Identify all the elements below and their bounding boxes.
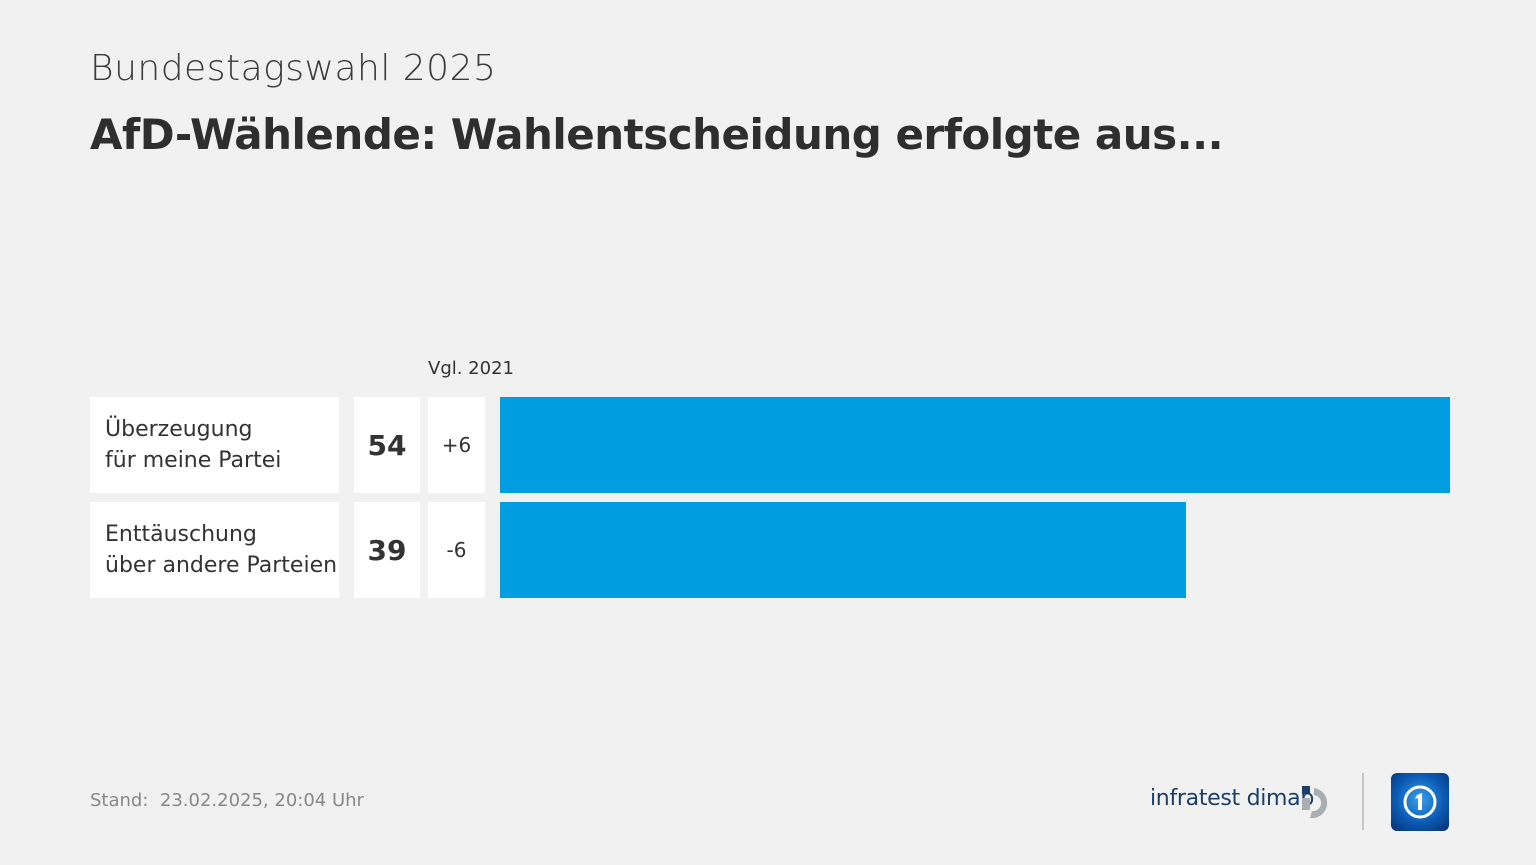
category-label-line: über andere Parteien xyxy=(105,553,338,578)
stand-footer: Stand: 23.02.2025, 20:04 Uhr xyxy=(90,790,364,811)
category-label-line: Überzeugung xyxy=(105,417,253,442)
logo-separator xyxy=(1362,773,1364,830)
stand-label: Stand: xyxy=(90,790,149,811)
category-label-line: für meine Partei xyxy=(105,448,282,473)
infratest-dimap-logo-text: infratest dimap xyxy=(1150,786,1315,811)
value-label: 54 xyxy=(354,397,420,493)
bar-row: Enttäuschung über andere Parteien 39 -6 xyxy=(90,502,1450,598)
category-label: Überzeugung für meine Partei xyxy=(90,397,339,493)
bar xyxy=(500,397,1450,493)
supertitle: Bundestagswahl 2025 xyxy=(90,48,497,89)
category-label-line: Enttäuschung xyxy=(105,522,257,547)
change-label: +6 xyxy=(428,397,485,493)
ard-logo xyxy=(1391,773,1449,831)
change-label: -6 xyxy=(428,502,485,598)
value-label: 39 xyxy=(354,502,420,598)
chart-title: AfD-Wählende: Wahlentscheidung erfolgte … xyxy=(90,110,1224,159)
bar-row: Überzeugung für meine Partei 54 +6 xyxy=(90,397,1450,493)
infratest-dimap-logo-icon xyxy=(1302,786,1328,819)
bar xyxy=(500,502,1187,598)
stand-value: 23.02.2025, 20:04 Uhr xyxy=(159,790,364,811)
comparison-header: Vgl. 2021 xyxy=(428,358,514,379)
ard-one-icon xyxy=(1403,785,1437,819)
category-label: Enttäuschung über andere Parteien xyxy=(90,502,339,598)
